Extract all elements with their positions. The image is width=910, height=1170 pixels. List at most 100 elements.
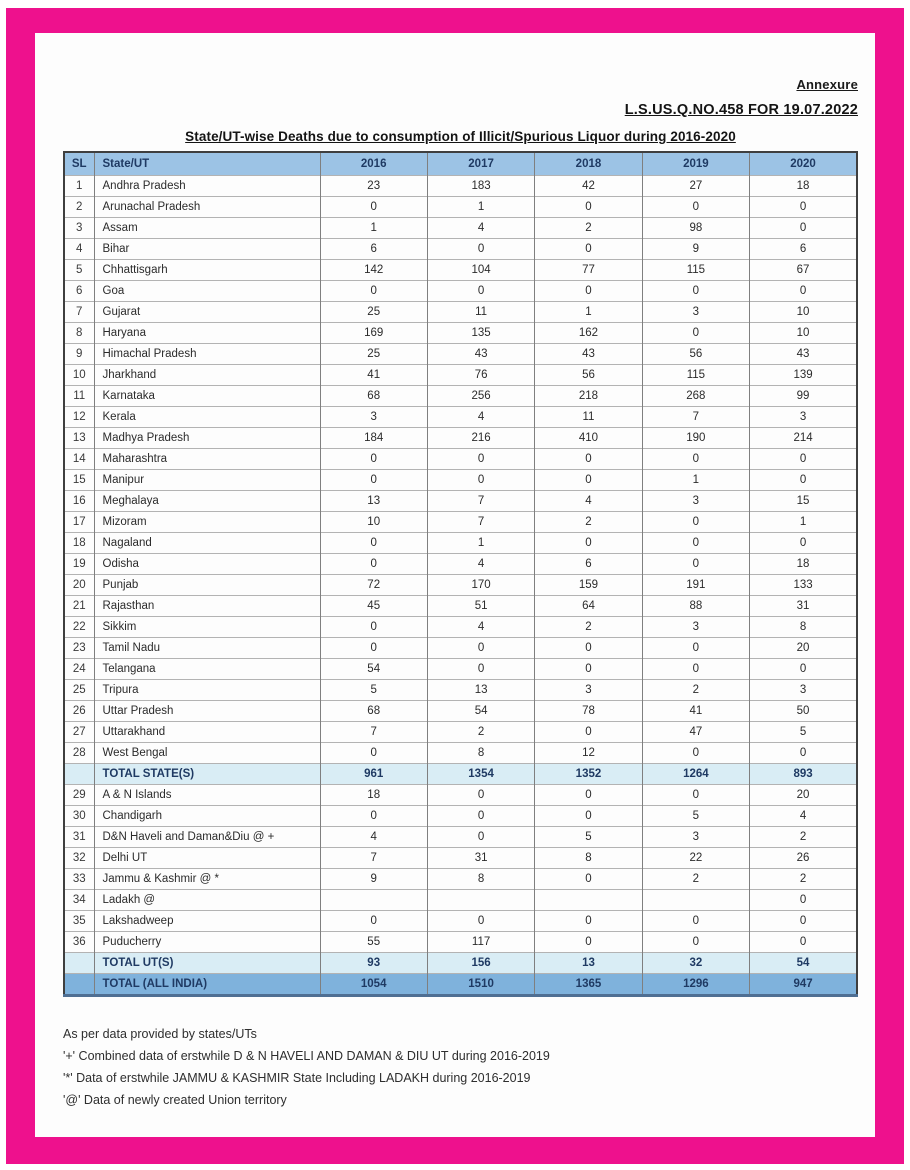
state-name-cell: Lakshadweep xyxy=(93,910,320,932)
subtotal-row: TOTAL UT(S) 93 156 13 32 54 xyxy=(63,952,857,974)
state-name-cell: Goa xyxy=(93,280,320,302)
sl-cell: 26 xyxy=(63,700,94,722)
value-cell: 0 xyxy=(534,868,643,890)
value-cell: 0 xyxy=(426,448,535,470)
sl-cell: 5 xyxy=(63,259,94,281)
value-cell: 3 xyxy=(749,406,857,428)
value-cell: 893 xyxy=(749,763,857,785)
value-cell: 32 xyxy=(641,952,750,974)
value-cell: 0 xyxy=(426,826,535,848)
value-cell: 18 xyxy=(319,784,428,806)
value-cell: 3 xyxy=(749,679,857,701)
data-row: 9 Himachal Pradesh 25 43 43 56 43 xyxy=(63,343,857,365)
value-cell: 45 xyxy=(319,595,428,617)
value-cell: 56 xyxy=(534,364,643,386)
value-cell: 0 xyxy=(319,910,428,932)
value-cell: 93 xyxy=(319,952,428,974)
sl-cell: 31 xyxy=(63,826,94,848)
sl-cell: 30 xyxy=(63,805,94,827)
value-cell: 88 xyxy=(641,595,750,617)
data-row: 12 Kerala 3 4 11 7 3 xyxy=(63,406,857,428)
value-cell: 410 xyxy=(534,427,643,449)
data-row: 23 Tamil Nadu 0 0 0 0 20 xyxy=(63,637,857,659)
value-cell xyxy=(319,889,428,911)
value-cell: 256 xyxy=(426,385,535,407)
state-name-cell: Chandigarh xyxy=(93,805,320,827)
value-cell: 10 xyxy=(749,301,857,323)
state-name-cell: Madhya Pradesh xyxy=(93,427,320,449)
value-cell xyxy=(426,889,535,911)
value-cell: 1365 xyxy=(534,973,643,996)
state-name-cell: Tamil Nadu xyxy=(93,637,320,659)
state-name-cell: Chhattisgarh xyxy=(93,259,320,281)
value-cell: 0 xyxy=(319,616,428,638)
sl-cell: 22 xyxy=(63,616,94,638)
grand-total-row: TOTAL (ALL INDIA) 1054 1510 1365 1296 947 xyxy=(63,973,857,996)
value-cell: 216 xyxy=(426,427,535,449)
value-cell: 1 xyxy=(426,196,535,218)
value-cell: 8 xyxy=(426,868,535,890)
footnote-line: '+' Combined data of erstwhile D & N HAV… xyxy=(63,1049,550,1063)
state-name-cell: Assam xyxy=(93,217,320,239)
value-cell: 98 xyxy=(641,217,750,239)
value-cell: 7 xyxy=(319,847,428,869)
value-cell: 0 xyxy=(319,280,428,302)
state-name-cell: Himachal Pradesh xyxy=(93,343,320,365)
data-row: 4 Bihar 6 0 0 9 6 xyxy=(63,238,857,260)
value-cell: 41 xyxy=(641,700,750,722)
value-cell: 47 xyxy=(641,721,750,743)
value-cell: 169 xyxy=(319,322,428,344)
value-cell: 0 xyxy=(641,931,750,953)
sl-cell: 24 xyxy=(63,658,94,680)
value-cell: 9 xyxy=(641,238,750,260)
value-cell: 54 xyxy=(426,700,535,722)
value-cell: 2 xyxy=(534,217,643,239)
value-cell: 170 xyxy=(426,574,535,596)
sl-cell xyxy=(63,973,94,996)
value-cell: 156 xyxy=(426,952,535,974)
value-cell: 4 xyxy=(749,805,857,827)
value-cell: 13 xyxy=(534,952,643,974)
value-cell: 7 xyxy=(641,406,750,428)
value-cell: 0 xyxy=(641,532,750,554)
data-row: 18 Nagaland 0 1 0 0 0 xyxy=(63,532,857,554)
value-cell: 0 xyxy=(749,532,857,554)
value-cell: 135 xyxy=(426,322,535,344)
value-cell: 115 xyxy=(641,259,750,281)
column-header: State/UT xyxy=(93,152,320,176)
value-cell: 214 xyxy=(749,427,857,449)
value-cell: 5 xyxy=(641,805,750,827)
value-cell: 5 xyxy=(319,679,428,701)
value-cell: 22 xyxy=(641,847,750,869)
sl-cell: 34 xyxy=(63,889,94,911)
value-cell: 2 xyxy=(641,868,750,890)
document-page: Annexure L.S.US.Q.NO.458 FOR 19.07.2022 … xyxy=(35,33,875,1137)
sl-cell: 33 xyxy=(63,868,94,890)
sl-cell: 29 xyxy=(63,784,94,806)
value-cell: 3 xyxy=(319,406,428,428)
sl-cell xyxy=(63,952,94,974)
state-name-cell: Arunachal Pradesh xyxy=(93,196,320,218)
state-name-cell: Manipur xyxy=(93,469,320,491)
value-cell: 0 xyxy=(319,637,428,659)
value-cell: 54 xyxy=(319,658,428,680)
sl-cell: 20 xyxy=(63,574,94,596)
table-body: 1 Andhra Pradesh 23 183 42 27 18 2 Arunachal Pra… xyxy=(63,175,857,996)
sl-cell xyxy=(63,763,94,785)
value-cell: 139 xyxy=(749,364,857,386)
state-name-cell: Telangana xyxy=(93,658,320,680)
value-cell: 10 xyxy=(749,322,857,344)
value-cell: 0 xyxy=(641,910,750,932)
value-cell: 6 xyxy=(534,553,643,575)
value-cell: 190 xyxy=(641,427,750,449)
value-cell: 2 xyxy=(534,511,643,533)
state-name-cell: TOTAL (ALL INDIA) xyxy=(93,973,320,996)
state-name-cell: Andhra Pradesh xyxy=(93,175,320,197)
sl-cell: 14 xyxy=(63,448,94,470)
value-cell: 43 xyxy=(426,343,535,365)
column-header: 2018 xyxy=(534,152,643,176)
sl-cell: 3 xyxy=(63,217,94,239)
data-row: 20 Punjab 72 170 159 191 133 xyxy=(63,574,857,596)
column-header: 2019 xyxy=(641,152,750,176)
value-cell: 184 xyxy=(319,427,428,449)
